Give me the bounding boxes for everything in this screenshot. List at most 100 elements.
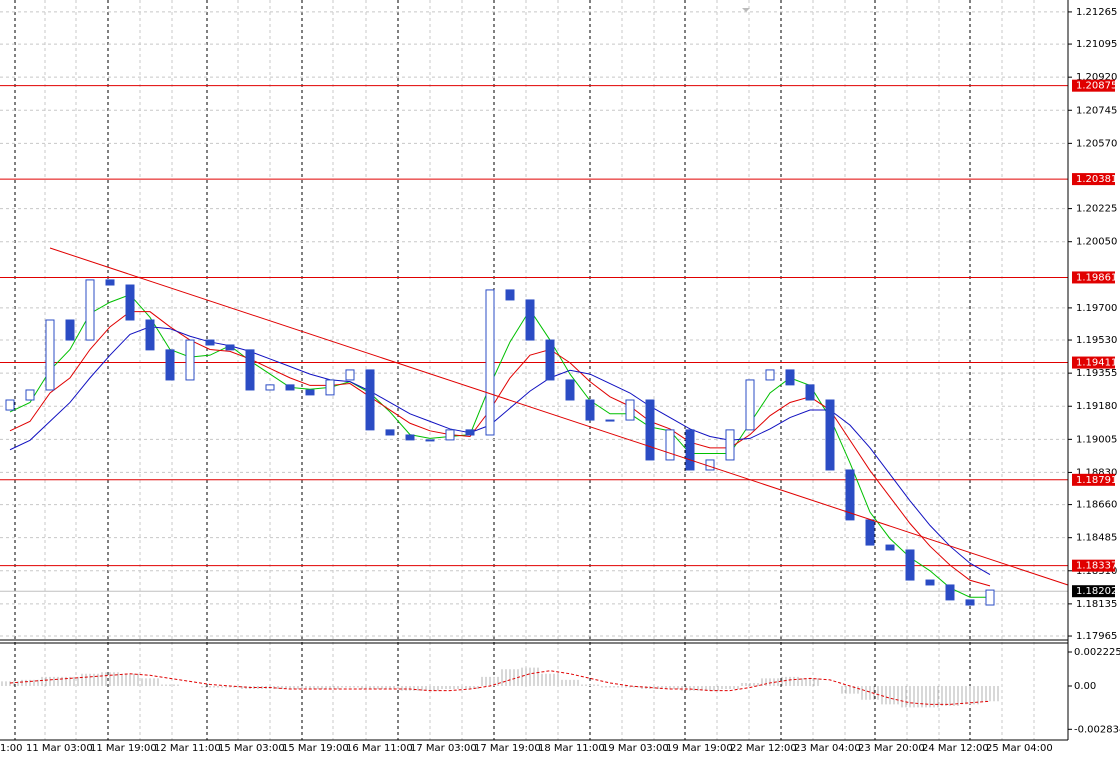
y-tick-label: 1.19005: [1076, 434, 1117, 445]
candle-body: [245, 349, 255, 391]
candle-body: [625, 399, 635, 421]
candle-body: [325, 379, 335, 396]
candle-body: [305, 389, 315, 396]
candle-body: [145, 319, 155, 351]
candle-body: [705, 459, 715, 471]
level-label: 1.18337: [1076, 561, 1117, 572]
level-label-box: [1072, 356, 1115, 369]
y-tick-label: 1.20920: [1076, 72, 1117, 83]
y-tick-label: 1.21265: [1076, 7, 1117, 18]
candle-body: [105, 279, 115, 286]
candle-body: [405, 434, 415, 441]
candle-body: [465, 429, 475, 436]
y-tick-label: 1.18830: [1076, 467, 1117, 478]
candle-body: [665, 429, 675, 461]
candle-body: [65, 319, 75, 341]
x-tick-label: 23 Mar 20:00: [858, 743, 925, 754]
x-tick-label: 17 Mar 03:00: [410, 743, 477, 754]
y-tick-label: 1.18135: [1076, 599, 1117, 610]
y-tick-label: 1.18485: [1076, 533, 1117, 544]
candle-body: [925, 579, 935, 586]
candle-body: [965, 599, 975, 606]
x-tick-label: 22 Mar 12:00: [730, 743, 797, 754]
y-tick-label: 1.21095: [1076, 39, 1117, 50]
signal-line: [9, 670, 991, 705]
x-tick-label: 11 Mar 19:00: [90, 743, 157, 754]
candle-body: [285, 384, 295, 391]
x-tick-label: 19 Mar 03:00: [602, 743, 669, 754]
y-tick-label: 1.20050: [1076, 237, 1117, 248]
x-tick-label: 19 Mar 19:00: [666, 743, 733, 754]
level-label-box: [1072, 173, 1115, 186]
y-tick-label: 1.20225: [1076, 204, 1117, 215]
grid: [0, 0, 1068, 740]
candle-body: [545, 339, 555, 381]
candle-body: [365, 369, 375, 431]
y-tick-label: 1.17965: [1076, 631, 1117, 642]
y-tick-label: 0.00: [1074, 681, 1096, 692]
candle-body: [505, 289, 515, 301]
x-tick-label: 1:00: [0, 743, 22, 754]
candle-body: [985, 589, 995, 606]
x-tick-label: 23 Mar 04:00: [794, 743, 861, 754]
y-tick-label: 1.20745: [1076, 105, 1117, 116]
candle-body: [485, 289, 495, 436]
candle-body: [605, 419, 615, 422]
x-tick-label: 15 Mar 03:00: [218, 743, 285, 754]
level-label: 1.18791: [1076, 475, 1117, 486]
candle-body: [865, 519, 875, 546]
candle-body: [945, 584, 955, 601]
candle-body: [645, 399, 655, 461]
x-tick-label: 12 Mar 11:00: [154, 743, 221, 754]
y-tick-label: 1.19700: [1076, 303, 1117, 314]
x-tick-label: 18 Mar 11:00: [538, 743, 605, 754]
candle-body: [785, 369, 795, 386]
level-label: 1.19411: [1076, 358, 1117, 369]
candle-body: [265, 384, 275, 391]
candle-body: [425, 439, 435, 442]
candle-body: [845, 469, 855, 521]
y-tick-label: 1.18660: [1076, 500, 1117, 511]
y-tick-label: -0.002834: [1074, 724, 1120, 735]
axes: 1.21265 1.21095 1.20920 1.20745 1.20570 1.202…: [0, 7, 1120, 754]
candle-body: [85, 279, 95, 341]
candle-body: [185, 339, 195, 381]
y-tick-label: 1.19180: [1076, 401, 1117, 412]
x-tick-label: 15 Mar 19:00: [282, 743, 349, 754]
candle-body: [5, 399, 15, 411]
candle-body: [585, 399, 595, 421]
level-label-box: [1072, 271, 1115, 284]
y-tick-label: 0.002225: [1074, 647, 1120, 658]
candle-body: [685, 429, 695, 471]
level-label-box: [1072, 473, 1115, 486]
candle-body: [765, 369, 775, 381]
candle-body: [385, 429, 395, 436]
candle-body: [745, 379, 755, 431]
level-label: 1.20875: [1076, 81, 1117, 92]
current-price-box: [1072, 585, 1115, 598]
candle-body: [825, 399, 835, 471]
candle-body: [525, 299, 535, 341]
trend-line: [49, 247, 1069, 586]
x-tick-label: 11 Mar 03:00: [26, 743, 93, 754]
candle-body: [45, 319, 55, 391]
x-tick-label: 16 Mar 11:00: [346, 743, 413, 754]
level-label: 1.20381: [1076, 174, 1117, 185]
candle-body: [225, 344, 235, 351]
candle-body: [885, 544, 895, 551]
candle-body: [805, 384, 815, 401]
y-tick-label: 1.19530: [1076, 335, 1117, 346]
shift-marker: [742, 8, 750, 12]
level-label-box: [1072, 559, 1115, 572]
level-label: 1.19861: [1076, 272, 1117, 283]
x-tick-label: 25 Mar 04:00: [986, 743, 1053, 754]
current-price-label: 1.18202: [1076, 586, 1117, 597]
x-tick-label: 24 Mar 12:00: [922, 743, 989, 754]
candle-body: [165, 349, 175, 381]
y-tick-label: 1.20570: [1076, 138, 1117, 149]
candle-body: [565, 379, 575, 401]
candle-body: [725, 429, 735, 461]
candle-body: [905, 549, 915, 581]
candle-body: [445, 429, 455, 441]
